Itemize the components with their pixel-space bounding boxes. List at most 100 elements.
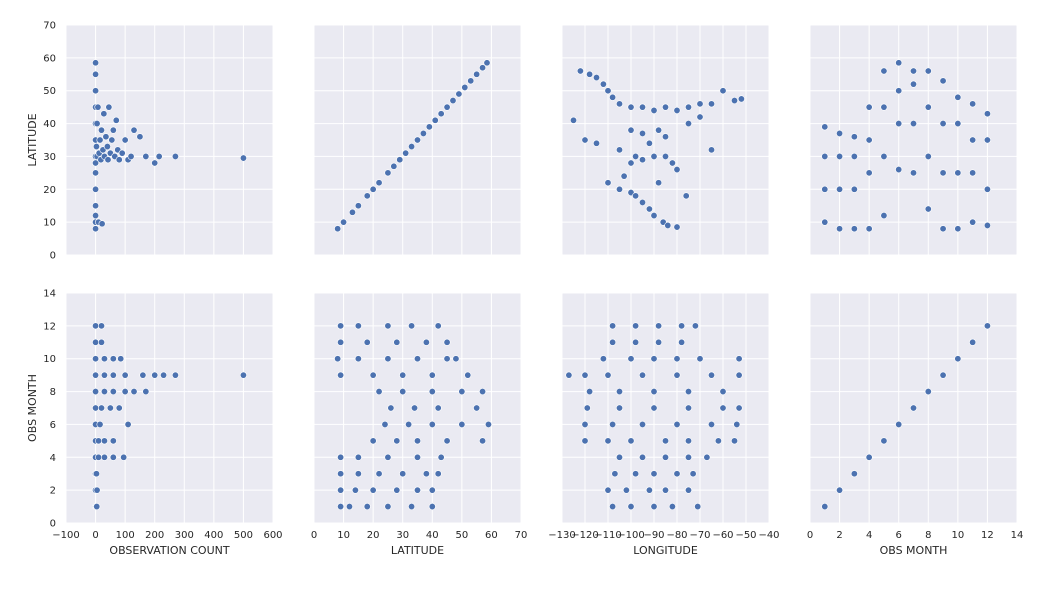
scatter-point <box>473 404 481 412</box>
scatter-point <box>615 146 623 154</box>
scatter-point <box>620 172 628 180</box>
scatter-point <box>108 136 116 144</box>
scatter-point <box>650 355 658 363</box>
scatter-point <box>171 371 179 379</box>
x-tick-label: 20 <box>367 530 380 541</box>
scatter-point <box>592 74 600 82</box>
scatter-point <box>682 192 690 200</box>
scatter-point <box>632 338 640 346</box>
scatter-point <box>354 355 362 363</box>
scatter-point <box>632 470 640 478</box>
scatter-point <box>437 110 445 118</box>
scatter-point <box>969 169 977 177</box>
scatter-point <box>730 437 738 445</box>
scatter-point <box>97 404 105 412</box>
scatter-point <box>969 100 977 108</box>
scatter-point <box>467 77 475 85</box>
scatter-point <box>650 503 658 511</box>
scatter-point <box>92 355 100 363</box>
scatter-point <box>661 103 669 111</box>
x-tick-label: 40 <box>426 530 439 541</box>
scatter-point <box>413 486 421 494</box>
scatter-point <box>142 388 150 396</box>
scatter-point <box>443 355 451 363</box>
panel-month-vs-lat <box>809 24 1018 256</box>
scatter-point <box>100 453 108 461</box>
x-axis-label: LATITUDE <box>391 544 444 557</box>
scatter-point <box>92 202 100 210</box>
scatter-point <box>673 166 681 174</box>
scatter-point <box>136 133 144 141</box>
scatter-point <box>850 133 858 141</box>
scatter-point <box>387 404 395 412</box>
scatter-point <box>484 420 492 428</box>
scatter-point <box>151 159 159 167</box>
scatter-point <box>939 169 947 177</box>
scatter-point <box>337 503 345 511</box>
scatter-point <box>94 103 102 111</box>
scatter-point <box>337 322 345 330</box>
scatter-point <box>850 225 858 233</box>
scatter-point <box>836 129 844 137</box>
scatter-point <box>850 152 858 160</box>
scatter-point <box>97 338 105 346</box>
scatter-point <box>428 420 436 428</box>
panel-lon-vs-month <box>561 292 770 524</box>
scatter-point <box>615 404 623 412</box>
x-axis-label: OBS MONTH <box>880 544 948 557</box>
scatter-point <box>93 120 101 128</box>
scatter-point <box>399 470 407 478</box>
scatter-point <box>483 59 491 67</box>
scatter-point <box>673 470 681 478</box>
scatter-point <box>650 106 658 114</box>
scatter-point <box>821 218 829 226</box>
x-tick-label: 200 <box>145 530 164 541</box>
scatter-point <box>969 136 977 144</box>
scatter-point <box>865 169 873 177</box>
y-axis-label: LATITUDE <box>26 113 39 166</box>
scatter-point <box>821 152 829 160</box>
scatter-point <box>479 437 487 445</box>
scatter-point <box>645 486 653 494</box>
x-tick-label: −120 <box>571 530 598 541</box>
scatter-point <box>363 503 371 511</box>
scatter-point <box>92 371 100 379</box>
scatter-point <box>735 355 743 363</box>
x-tick-label: 0 <box>92 530 98 541</box>
scatter-point <box>719 404 727 412</box>
scatter-point <box>96 420 104 428</box>
panel-lat-vs-month <box>313 292 522 524</box>
scatter-point <box>92 169 100 177</box>
scatter-point <box>668 503 676 511</box>
y-tick-label: 40 <box>43 119 56 130</box>
scatter-point <box>399 388 407 396</box>
scatter-point <box>160 371 168 379</box>
x-tick-label: 2 <box>836 530 842 541</box>
scatter-point <box>354 470 362 478</box>
scatter-point <box>954 93 962 101</box>
scatter-point <box>115 156 123 164</box>
scatter-point <box>569 116 577 124</box>
scatter-point <box>97 126 105 134</box>
scatter-point <box>118 149 126 157</box>
scatter-point <box>924 103 932 111</box>
scatter-point <box>393 338 401 346</box>
scatter-point <box>583 404 591 412</box>
scatter-point <box>661 453 669 461</box>
scatter-point <box>92 470 100 478</box>
x-tick-label: 100 <box>116 530 135 541</box>
scatter-point <box>348 208 356 216</box>
scatter-point <box>393 437 401 445</box>
scatter-point <box>375 179 383 187</box>
scatter-point <box>109 437 117 445</box>
scatter-point <box>92 87 100 95</box>
scatter-point <box>661 133 669 141</box>
y-tick-label: 20 <box>43 185 56 196</box>
scatter-point <box>895 166 903 174</box>
scatter-point <box>92 388 100 396</box>
scatter-point <box>836 152 844 160</box>
scatter-point <box>707 420 715 428</box>
scatter-point <box>880 67 888 75</box>
scatter-point <box>983 136 991 144</box>
